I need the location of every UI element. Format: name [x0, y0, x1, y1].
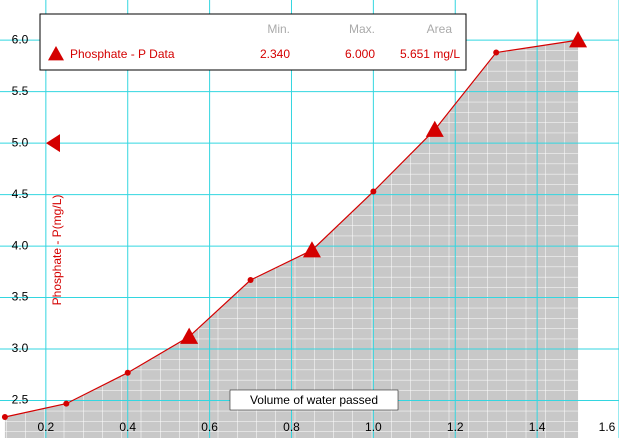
x-label-box — [229, 389, 399, 411]
y-tick-label: 3.5 — [12, 290, 29, 304]
legend-box — [39, 13, 467, 71]
point-marker — [1, 413, 8, 420]
y-indicator — [46, 134, 60, 153]
point-marker — [63, 400, 70, 407]
triangle-marker — [425, 120, 444, 137]
x-tick-label: 1.6 — [599, 420, 616, 434]
data-line — [4, 39, 579, 418]
y-tick-label: 5.5 — [12, 84, 29, 98]
legend-stat: 2.340 — [260, 47, 290, 61]
x-tick-label: 0.6 — [201, 420, 218, 434]
legend-label: Phosphate - P Data — [70, 47, 175, 61]
legend-header: Max. — [349, 22, 375, 36]
x-axis-label: Volume of water passed — [250, 393, 378, 407]
x-tick-label: 0.8 — [283, 420, 300, 434]
y-tick-label: 3.0 — [12, 341, 29, 355]
triangle-marker — [569, 31, 588, 48]
point-marker — [124, 369, 131, 376]
legend-stat: 5.651 mg/L — [400, 47, 460, 61]
y-tick-label: 4.0 — [12, 238, 29, 252]
y-tick-label: 2.5 — [12, 393, 29, 407]
y-tick-label: 4.5 — [12, 187, 29, 201]
legend-marker — [48, 46, 64, 61]
area-fill — [4, 40, 579, 438]
triangle-marker — [302, 241, 321, 258]
y-tick-label: 5.0 — [12, 135, 29, 149]
x-tick-label: 0.4 — [119, 420, 136, 434]
point-marker — [493, 49, 500, 56]
point-marker — [247, 277, 254, 284]
legend-header: Area — [427, 22, 453, 36]
y-axis-label: Phosphate - P(mg/L) — [50, 195, 64, 306]
legend-header: Min. — [267, 22, 290, 36]
x-tick-label: 1.0 — [365, 420, 382, 434]
y-tick-label: 6.0 — [12, 32, 29, 46]
point-marker — [370, 188, 377, 195]
x-tick-label: 1.2 — [447, 420, 464, 434]
legend-stat: 6.000 — [345, 47, 375, 61]
triangle-marker — [180, 327, 199, 344]
x-tick-label: 1.4 — [529, 420, 546, 434]
x-tick-label: 0.2 — [38, 420, 55, 434]
